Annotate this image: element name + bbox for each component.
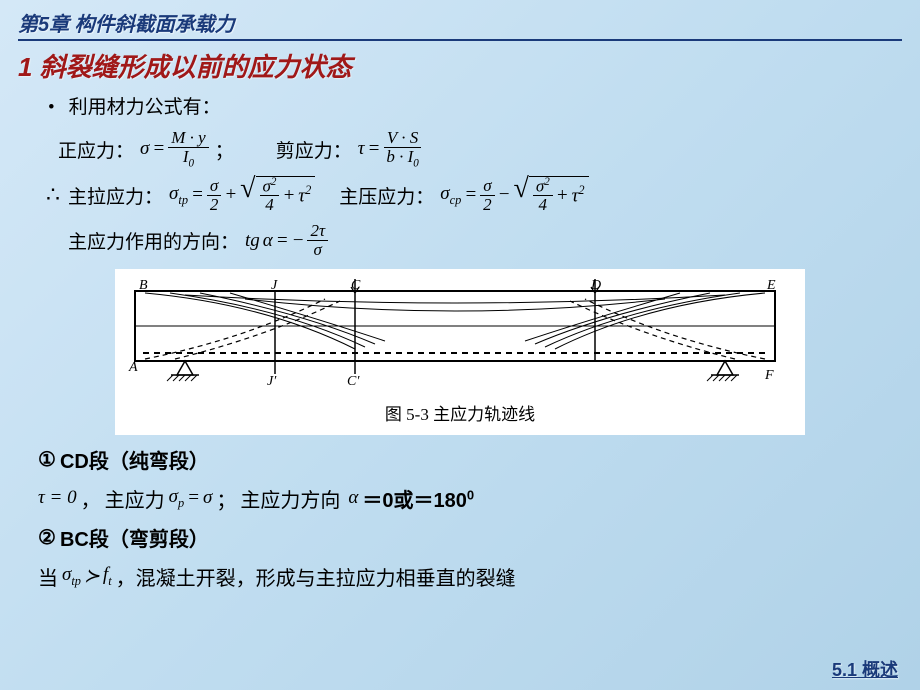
frac-sigma-2: σ 2 (207, 177, 222, 214)
formula-row-2: ∴ 主拉应力： σtp = σ 2 + √ σ2 4 + τ2 (46, 176, 902, 214)
therefore-sym: ∴ (46, 182, 60, 208)
frac-num: M · y (168, 129, 208, 148)
sym-tau: τ (358, 138, 365, 160)
diagram-stress-trajectory: B J C D E A J′ C′ F 图 5-3 主应力轨迹线 (115, 269, 805, 435)
cd-label: CD段（纯弯段） (60, 445, 209, 474)
tau-zero: τ = 0 (38, 487, 77, 509)
sym-eq: = (152, 138, 165, 160)
diagram-svg: B J C D E A J′ C′ F (125, 279, 785, 389)
sym-sigma-cp: σcp (440, 183, 461, 208)
bc-detail: 当 σtp ≻ ft ，混凝土开裂，形成与主拉应力相垂直的裂缝 (38, 562, 902, 591)
label-direction: 主应力作用的方向： (68, 227, 239, 254)
cd-heading: ① CD段（纯弯段） (38, 445, 902, 474)
alpha-sym: α (348, 487, 358, 509)
label-shear-stress: 剪应力： (276, 136, 352, 163)
eq-sigma-tp: σtp = σ 2 + √ σ2 4 + τ2 (169, 176, 315, 214)
bc-num: ② (38, 525, 56, 550)
formula-row-3: 主应力作用的方向： tgα = − 2τ σ (68, 222, 902, 259)
footer-section-link[interactable]: 5.1 概述 (832, 656, 898, 682)
frac-num2: V · S (384, 129, 421, 148)
alpha-values: ＝0或＝1800 (362, 484, 474, 513)
bullet-dot: • (48, 97, 55, 118)
bc-heading: ② BC段（弯剪段） (38, 523, 902, 552)
formula-row-1: 正应力： σ = M · y I0 ； 剪应力： τ = V · S b · I… (58, 129, 902, 170)
frac-2tau-sigma: 2τ σ (307, 222, 328, 259)
frac-den: I0 (180, 148, 197, 170)
frac-My-I0: M · y I0 (168, 129, 208, 170)
label-sigma-cp: 主压应力： (339, 182, 434, 209)
lbl-Jp: J′ (267, 374, 277, 389)
section-title: 1 斜裂缝形成以前的应力状态 (18, 47, 902, 84)
support-left (167, 361, 199, 381)
bc-label: BC段（弯剪段） (60, 523, 209, 552)
bullet-text: 利用材力公式有： (69, 97, 221, 118)
cd-num: ① (38, 447, 56, 472)
diagram-caption: 图 5-3 主应力轨迹线 (125, 400, 795, 425)
bullet-intro: • 利用材力公式有： (48, 92, 902, 119)
lbl-J: J (271, 279, 278, 293)
sep-semi: ； (215, 136, 234, 163)
sym-sigma: σ (140, 138, 149, 160)
frac-VS-bI0: V · S b · I0 (383, 129, 421, 170)
lbl-E: E (766, 279, 776, 293)
lbl-B: B (139, 279, 148, 293)
label-sigma-tp: 主拉应力： (68, 182, 163, 209)
slide: 第5章 构件斜截面承载力 1 斜裂缝形成以前的应力状态 • 利用材力公式有： 正应… (0, 0, 920, 690)
eq-tgalpha: tgα = − 2τ σ (245, 222, 328, 259)
lbl-A: A (128, 360, 138, 375)
lbl-F: F (764, 368, 774, 383)
support-right (707, 361, 739, 381)
chapter-header: 第5章 构件斜截面承载力 (18, 8, 902, 41)
eq-sigma-cp: σcp = σ 2 − √ σ2 4 + τ2 (440, 176, 588, 214)
sqrt-tp: √ σ2 4 + τ2 (240, 176, 315, 214)
sigma-p-eq: σp = σ (169, 486, 213, 511)
sym-eq2: = (368, 138, 381, 160)
frac-den2: b · I0 (383, 148, 421, 170)
label-normal-stress: 正应力： (58, 136, 134, 163)
sym-sigma-tp: σtp (169, 183, 188, 208)
eq-sigma: σ = M · y I0 (140, 129, 209, 170)
lbl-Cp: C′ (347, 374, 360, 389)
sqrt-cp: √ σ2 4 + τ2 (513, 176, 588, 214)
eq-tau: τ = V · S b · I0 (358, 129, 422, 170)
sigma-tp-gt-ft: σtp ≻ ft (62, 564, 112, 589)
cd-detail: τ = 0 ， 主应力 σp = σ ； 主应力方向 α ＝0或＝1800 (38, 484, 902, 513)
